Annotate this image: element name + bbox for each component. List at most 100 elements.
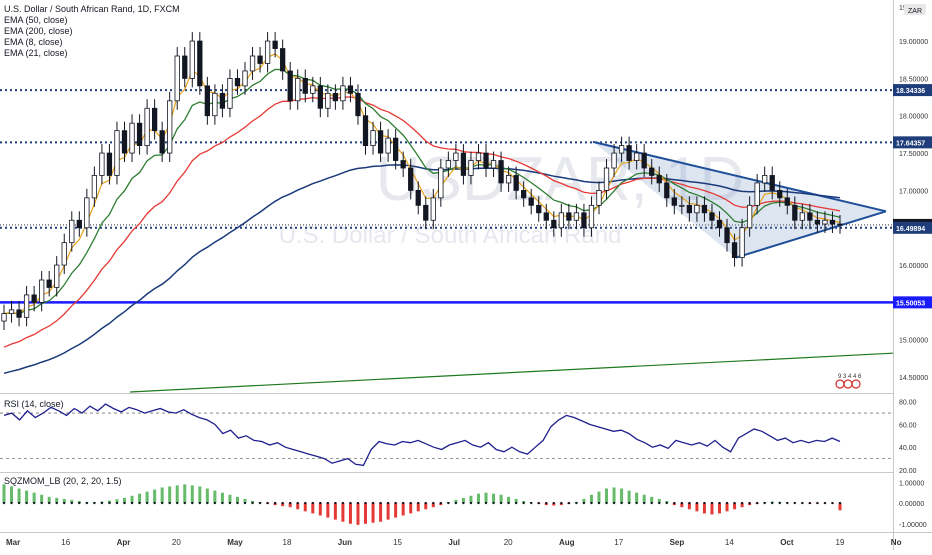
sqz-dot: [658, 501, 661, 505]
sqz-dot: [552, 501, 556, 505]
sqz-dot: [266, 501, 269, 505]
trendline-long: [129, 352, 894, 393]
price-tick-label: 15.00000: [899, 338, 928, 345]
sqz-bar: [228, 494, 232, 504]
candle-body: [280, 48, 286, 72]
candle-body: [39, 279, 45, 303]
time-tick-label: 18: [283, 538, 292, 547]
sqz-dot: [319, 501, 322, 505]
level-tag-bg-4: [893, 296, 932, 309]
sqz-bar: [198, 486, 202, 504]
sqz-bar: [582, 498, 586, 504]
sqz-bar: [401, 503, 405, 516]
sqz-bar: [461, 497, 465, 504]
sqz-dot: [838, 501, 842, 505]
sqz-dot: [816, 501, 819, 505]
logo-circle-1: [843, 379, 853, 389]
sqz-bar: [507, 496, 511, 504]
sqz-dot: [831, 501, 834, 505]
rsi-tick-label: 40.00: [899, 445, 917, 452]
sqz-bar: [680, 503, 684, 508]
candle-body: [310, 85, 316, 94]
price-tick-label: 18.00000: [899, 114, 928, 121]
candle-body: [272, 40, 278, 49]
candle-body: [151, 107, 158, 132]
candle-body: [197, 40, 203, 87]
sqz-dot: [394, 501, 397, 505]
rsi-label: RSI (14, close): [4, 399, 64, 409]
triangle-lower: [735, 210, 887, 259]
candle-body: [167, 100, 173, 154]
rsi-tick-label: 80.00: [899, 400, 917, 407]
candle-body: [159, 130, 165, 154]
sqz-bar: [356, 503, 360, 525]
sqz-dot: [793, 501, 797, 505]
sqz-dot: [462, 501, 465, 505]
candle-body: [837, 223, 843, 226]
sqz-dot: [213, 501, 217, 505]
candle-body: [408, 167, 414, 191]
sqz-dot: [673, 501, 676, 505]
candle-body: [423, 204, 429, 221]
candle-body: [182, 55, 188, 79]
sqz-bar: [424, 503, 428, 510]
candle-body: [8, 309, 15, 315]
candle-body: [76, 219, 82, 229]
sqz-dot: [530, 501, 533, 505]
sqz-bar: [371, 503, 375, 523]
rsi-tick-label: 20.00: [899, 468, 917, 475]
level-tag-bg-3: [893, 221, 932, 234]
sqz-dot: [612, 501, 616, 505]
sqz-dot: [748, 501, 751, 505]
candle-body: [445, 160, 451, 169]
price-tick-label: 14.50000: [899, 375, 928, 382]
candle-body: [626, 145, 632, 161]
candle-body: [242, 70, 248, 87]
candle-body: [829, 219, 836, 225]
sqz-bar: [160, 487, 164, 504]
sqz-bar: [657, 498, 661, 504]
time-tick-label: Jul: [448, 538, 460, 547]
candle-body: [106, 152, 113, 176]
time-tick-label: 15: [393, 538, 402, 547]
sqz-dot: [808, 501, 812, 505]
candle-body: [54, 264, 60, 288]
sqz-dot: [364, 501, 367, 505]
logo-text: 9 3 4 4 6: [838, 374, 862, 380]
candle-body: [731, 242, 738, 259]
sqz-bar: [454, 499, 458, 504]
candle-body: [46, 279, 52, 288]
sqz-bar: [717, 503, 721, 514]
candle-body: [234, 78, 241, 87]
sqz-bar: [710, 503, 714, 515]
sqz-bar: [32, 492, 36, 504]
sqz-bar: [17, 488, 21, 504]
sqz-bar: [303, 503, 307, 512]
candle-body: [317, 85, 323, 109]
candle-body: [807, 212, 813, 221]
sqz-dot: [688, 501, 691, 505]
sqz-dot: [620, 501, 623, 505]
sqz-dot: [514, 501, 518, 505]
level-tag-label-3: 16.49894: [896, 226, 925, 233]
sqz-dot: [40, 501, 43, 505]
sqz-bar: [725, 503, 729, 512]
candle-body: [513, 175, 519, 191]
sqz-dot: [191, 501, 194, 505]
candle-body: [264, 40, 271, 64]
candle-body: [460, 152, 467, 176]
sqz-dot: [522, 501, 525, 505]
sqz-dot: [771, 501, 774, 505]
candle-body: [498, 160, 504, 184]
time-tick-label: 19: [836, 538, 845, 547]
sqz-bar: [394, 503, 398, 518]
price-tick-label: 19.00000: [899, 39, 928, 46]
candle-body: [551, 219, 557, 229]
time-tick-label: May: [227, 538, 243, 547]
sqz-dot: [778, 501, 781, 505]
sqz-bar: [733, 503, 737, 510]
candle-body: [634, 152, 640, 161]
sqz-dot: [281, 501, 284, 505]
sqz-dot: [228, 501, 232, 505]
sqz-dot: [371, 501, 375, 505]
